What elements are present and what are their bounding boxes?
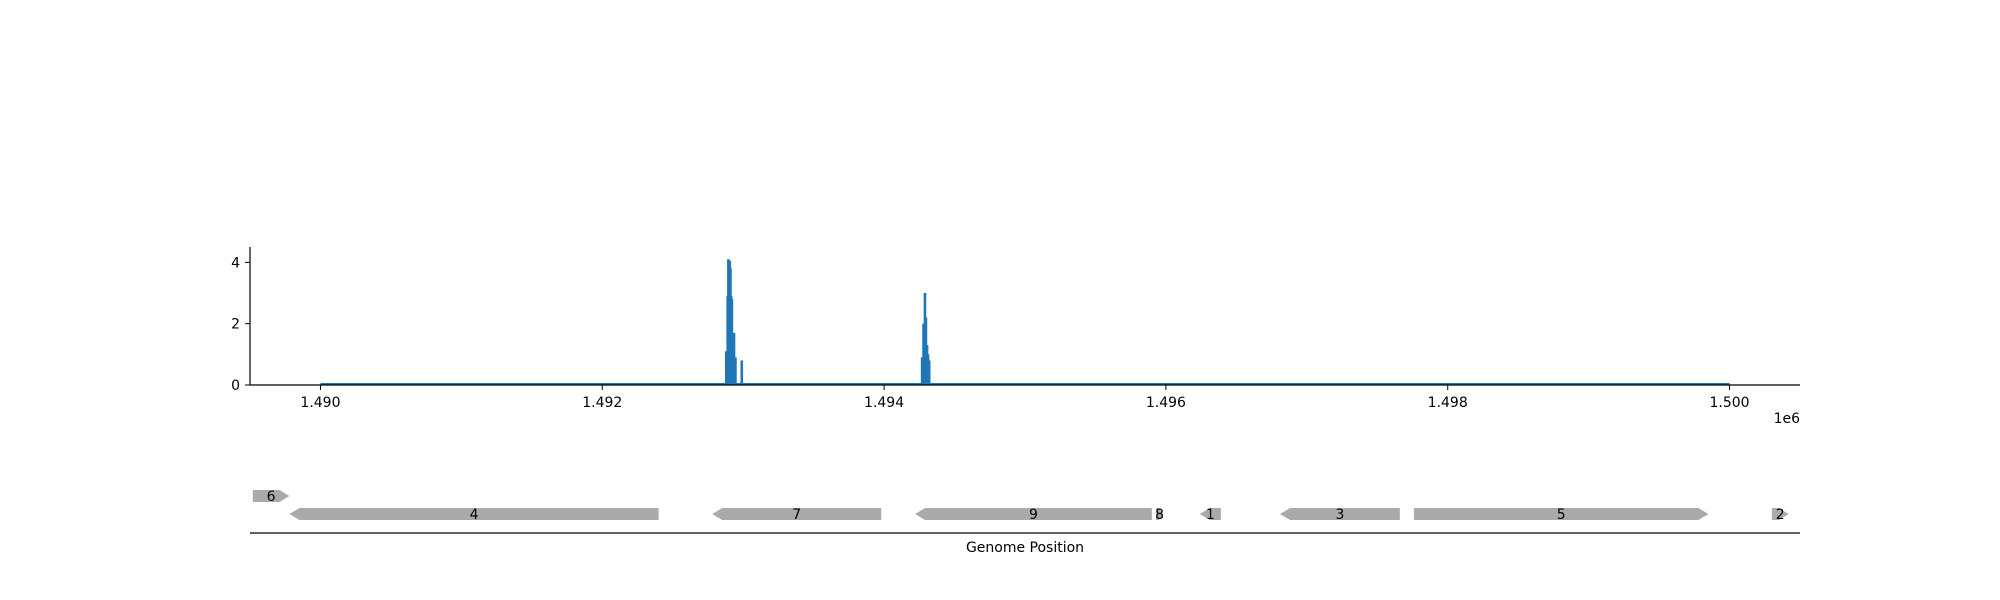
y-tick-label: 4 [231,255,240,271]
x-tick-label: 1.500 [1709,395,1749,411]
gene-arrow [1771,508,1789,520]
gene-label: 4 [470,507,479,523]
gene-arrow [915,508,1152,520]
x-tick-label: 1.494 [864,395,904,411]
x-axis-title: Genome Position [966,540,1084,556]
gene-arrow [252,490,290,502]
gene-track: 6 4 7 9 8 1 3 5 2 Genome Position [250,489,1800,556]
x-ticks: 1.490 1.492 1.494 1.496 1.498 1.500 [300,385,1750,411]
x-tick-label: 1.492 [582,395,622,411]
gene-label: 2 [1776,507,1785,523]
y-tick-label: 2 [231,317,240,333]
coverage-marks [320,259,1730,385]
coverage-plot: 0 2 4 1.490 1.492 1.494 1.496 1.498 1.500 1e6 [231,247,1800,427]
gene-label: 9 [1029,507,1038,523]
x-tick-label: 1.496 [1146,395,1186,411]
y-tick-label: 0 [231,378,240,394]
gene-label: 8 [1155,507,1164,523]
gene-arrow [1156,508,1164,520]
gene-label: 5 [1557,507,1566,523]
gene-arrow [1199,508,1221,520]
y-ticks: 0 2 4 [231,255,250,394]
gene-arrow [289,508,659,520]
x-offset-label: 1e6 [1774,411,1801,427]
x-tick-label: 1.490 [300,395,340,411]
gene-arrow [1413,508,1709,520]
gene-arrow [1280,508,1400,520]
gene-label: 1 [1206,507,1215,523]
gene-label: 3 [1335,507,1344,523]
gene-label: 6 [267,489,276,505]
x-tick-label: 1.498 [1428,395,1468,411]
gene-label: 7 [792,507,801,523]
gene-arrow [712,508,882,520]
gene-arrows: 6 4 7 9 8 1 3 5 2 [252,489,1789,523]
